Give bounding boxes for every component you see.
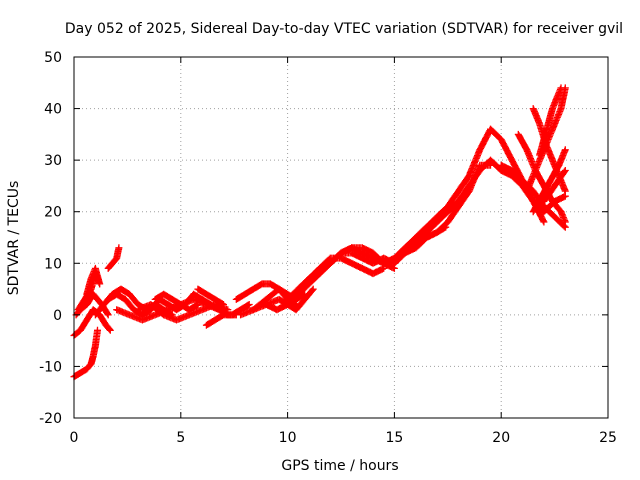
data-point-markers [412,223,450,252]
data-series [134,301,232,324]
grid [74,57,608,418]
data-series [104,244,123,272]
data-series [202,301,253,329]
data-point-markers [151,290,202,314]
data-series [536,84,565,159]
y-tick-label: 50 [44,50,62,66]
data-series [412,223,450,252]
data-point-markers [536,84,565,159]
data-point-markers [540,167,569,205]
data-series [151,290,202,314]
x-tick-label: 10 [279,430,297,446]
data-point-markers [529,146,569,216]
data-point-markers [83,264,104,298]
data-point-markers [104,244,123,272]
data-point-markers [202,301,253,329]
y-tick-label: 20 [44,205,62,221]
x-tick-label: 25 [599,430,617,446]
plot-frame [73,56,609,419]
x-tick-label: 15 [385,430,403,446]
data-point-markers [194,285,227,308]
y-tick-label: 30 [44,153,62,169]
data-series [540,167,569,205]
data-points [70,84,569,381]
x-axis-label: GPS time / hours [281,458,398,474]
axis-ticks: 0 5 10 15 20 25 -20 -10 0 10 20 30 40 50 [39,50,617,446]
y-tick-label: -20 [39,411,62,427]
y-axis-label: SDTVAR / TECUs [6,181,22,296]
data-point-markers [380,125,494,267]
y-tick-label: 0 [53,308,62,324]
data-series [83,264,104,298]
data-point-markers [134,301,232,324]
y-tick-label: -10 [39,359,62,375]
data-series [529,146,569,216]
x-tick-label: 20 [492,430,510,446]
chart-title: Day 052 of 2025, Sidereal Day-to-day VTE… [65,21,623,37]
x-tick-label: 0 [70,430,79,446]
data-series [194,285,227,308]
x-tick-label: 5 [176,430,185,446]
data-series [380,125,494,267]
y-tick-label: 40 [44,102,62,118]
y-tick-label: 10 [44,256,62,272]
